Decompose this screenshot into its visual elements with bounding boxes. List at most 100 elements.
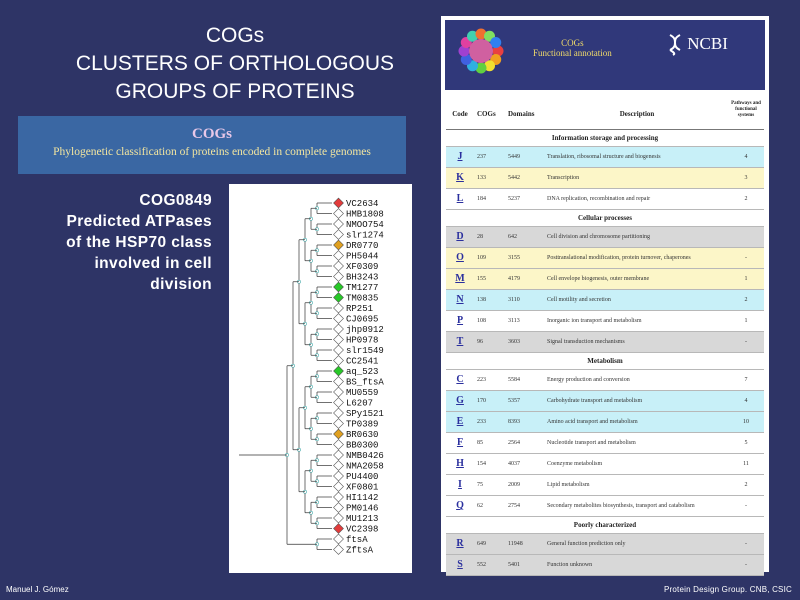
domains-count: 4179 bbox=[508, 276, 520, 282]
leaf-marker-icon bbox=[333, 355, 344, 366]
category-description: Function unknown bbox=[547, 561, 593, 568]
category-code-link[interactable]: O bbox=[456, 252, 464, 263]
section-heading: Information storage and processing bbox=[446, 130, 764, 147]
tree-leaf-label: HMB1808 bbox=[346, 210, 384, 220]
category-code-link[interactable]: N bbox=[456, 294, 464, 305]
pathways-count: 2 bbox=[744, 196, 748, 202]
logo-segment bbox=[490, 37, 502, 48]
leaf-marker-icon bbox=[333, 292, 344, 303]
leaf-marker-icon bbox=[333, 523, 344, 534]
pathways-count: - bbox=[745, 541, 747, 547]
cogs-count: 237 bbox=[477, 154, 486, 160]
category-description: Carbohydrate transport and metabolism bbox=[547, 397, 643, 404]
category-code-link[interactable]: S bbox=[457, 559, 463, 570]
footer-author: Manuel J. Gómez bbox=[6, 585, 69, 594]
category-code-link[interactable]: F bbox=[456, 437, 464, 448]
pathways-count: 4 bbox=[744, 154, 748, 160]
ncbi-label: NCBI bbox=[687, 34, 728, 53]
cog-line-1: COG0849 bbox=[139, 192, 212, 209]
tree-leaf-label: CJ0695 bbox=[346, 315, 378, 325]
tree-leaf-label: TM1277 bbox=[346, 283, 378, 293]
table-row: D 28 642 Cell division and chromosome parti… bbox=[446, 227, 764, 248]
category-code-link[interactable]: T bbox=[456, 336, 464, 347]
domains-count: 8393 bbox=[508, 419, 520, 425]
category-code-link[interactable]: J bbox=[457, 151, 463, 162]
category-code-link[interactable]: C bbox=[456, 374, 464, 385]
tree-leaf-label: NMA2058 bbox=[346, 462, 384, 472]
category-code-link[interactable]: M bbox=[455, 273, 465, 284]
cogs-count: 170 bbox=[477, 398, 486, 404]
domains-count: 2009 bbox=[508, 482, 520, 488]
title-line-2: CLUSTERS OF ORTHOLOGOUS bbox=[75, 52, 395, 75]
table-row: E 233 8393 Amino acid transport and metabol… bbox=[446, 412, 764, 433]
domains-count: 3113 bbox=[508, 318, 520, 324]
leaf-marker-icon bbox=[333, 397, 344, 408]
col-pathways: Pathways and functional systems bbox=[731, 101, 761, 118]
tree-leaf-label: BR0630 bbox=[346, 430, 378, 440]
category-description: Lipid metabolism bbox=[547, 481, 590, 488]
cogs-count: 184 bbox=[477, 196, 486, 202]
leaf-marker-icon bbox=[333, 271, 344, 282]
leaf-marker-icon bbox=[333, 544, 344, 555]
category-code-link[interactable]: Q bbox=[456, 500, 464, 511]
title-line-3: GROUPS OF PROTEINS bbox=[115, 80, 355, 103]
tree-leaf-label: slr1274 bbox=[346, 231, 384, 241]
cogs-count: 233 bbox=[477, 419, 486, 425]
leaf-marker-icon bbox=[333, 365, 344, 377]
category-code-link[interactable]: I bbox=[458, 479, 462, 490]
domains-count: 11948 bbox=[508, 541, 523, 547]
tree-leaf-label: jhp0912 bbox=[346, 325, 384, 335]
category-description: Amino acid transport and metabolism bbox=[547, 418, 638, 425]
logo-segment bbox=[484, 60, 495, 72]
logo-segment bbox=[492, 45, 504, 57]
leaf-marker-icon bbox=[333, 533, 344, 545]
tree-leaf-label: VC2634 bbox=[346, 199, 378, 209]
pathways-count: 11 bbox=[743, 461, 749, 467]
cogs-banner: COGs Phylogenetic classification of prot… bbox=[18, 116, 406, 174]
category-code-link[interactable]: H bbox=[456, 458, 464, 469]
tree-leaf-label: BS_ftsA bbox=[346, 378, 384, 388]
table-row: I 75 2009 Lipid metabolism 2 bbox=[446, 475, 764, 496]
leaf-marker-icon bbox=[333, 386, 344, 398]
category-code-link[interactable]: E bbox=[456, 416, 464, 427]
cog-line-5: division bbox=[150, 276, 212, 293]
ncbi-logo: NCBI bbox=[667, 34, 728, 56]
cogs-count: 75 bbox=[477, 482, 483, 488]
cogs-count: 28 bbox=[477, 234, 483, 240]
header-cogs-label: COGs bbox=[561, 38, 584, 48]
cogs-count: 133 bbox=[477, 175, 486, 181]
table-row: P 108 3113 Inorganic ion transport and meta… bbox=[446, 311, 764, 332]
header-subtitle: Functional annotation bbox=[533, 48, 612, 58]
domains-count: 5449 bbox=[508, 154, 520, 160]
leaf-marker-icon bbox=[333, 407, 344, 419]
leaf-marker-icon bbox=[333, 512, 344, 524]
cogs-count: 155 bbox=[477, 276, 486, 282]
category-description: Secondary metabolites biosynthesis, tran… bbox=[547, 502, 695, 509]
cog-line-2: Predicted ATPases bbox=[66, 213, 212, 230]
dna-helix-icon bbox=[669, 34, 681, 56]
leaf-marker-icon bbox=[333, 281, 344, 293]
leaf-marker-icon bbox=[333, 481, 344, 492]
pathways-count: 2 bbox=[744, 482, 748, 488]
category-code-link[interactable]: D bbox=[456, 231, 464, 242]
cogs-count: 154 bbox=[477, 461, 486, 467]
cogs-count: 223 bbox=[477, 377, 486, 383]
category-code-link[interactable]: G bbox=[456, 395, 464, 406]
category-code-link[interactable]: K bbox=[456, 172, 464, 183]
pathways-count: 5 bbox=[744, 440, 748, 446]
domains-count: 5237 bbox=[508, 196, 520, 202]
cogs-count: 108 bbox=[477, 318, 486, 324]
domains-count: 2564 bbox=[508, 440, 520, 446]
title-line-1: COGs bbox=[205, 24, 265, 47]
tree-leaf-label: NMOO754 bbox=[346, 220, 384, 230]
table-head-row: Code COGs Domains Description Pathways a… bbox=[446, 99, 764, 130]
category-code-link[interactable]: L bbox=[456, 193, 464, 204]
cog-functional-table: COGs Functional annotation NCBI Code COG… bbox=[441, 16, 769, 576]
table-row: T 96 3603 Signal transduction mechanisms - bbox=[446, 332, 764, 353]
leaf-marker-icon bbox=[333, 449, 344, 461]
col-cogs: COGs bbox=[477, 110, 496, 118]
table-row: L 184 5237 DNA replication, recombination a… bbox=[446, 189, 764, 210]
category-description: Cell motility and secretion bbox=[547, 296, 611, 303]
category-code-link[interactable]: R bbox=[456, 538, 464, 549]
category-code-link[interactable]: P bbox=[456, 315, 464, 326]
